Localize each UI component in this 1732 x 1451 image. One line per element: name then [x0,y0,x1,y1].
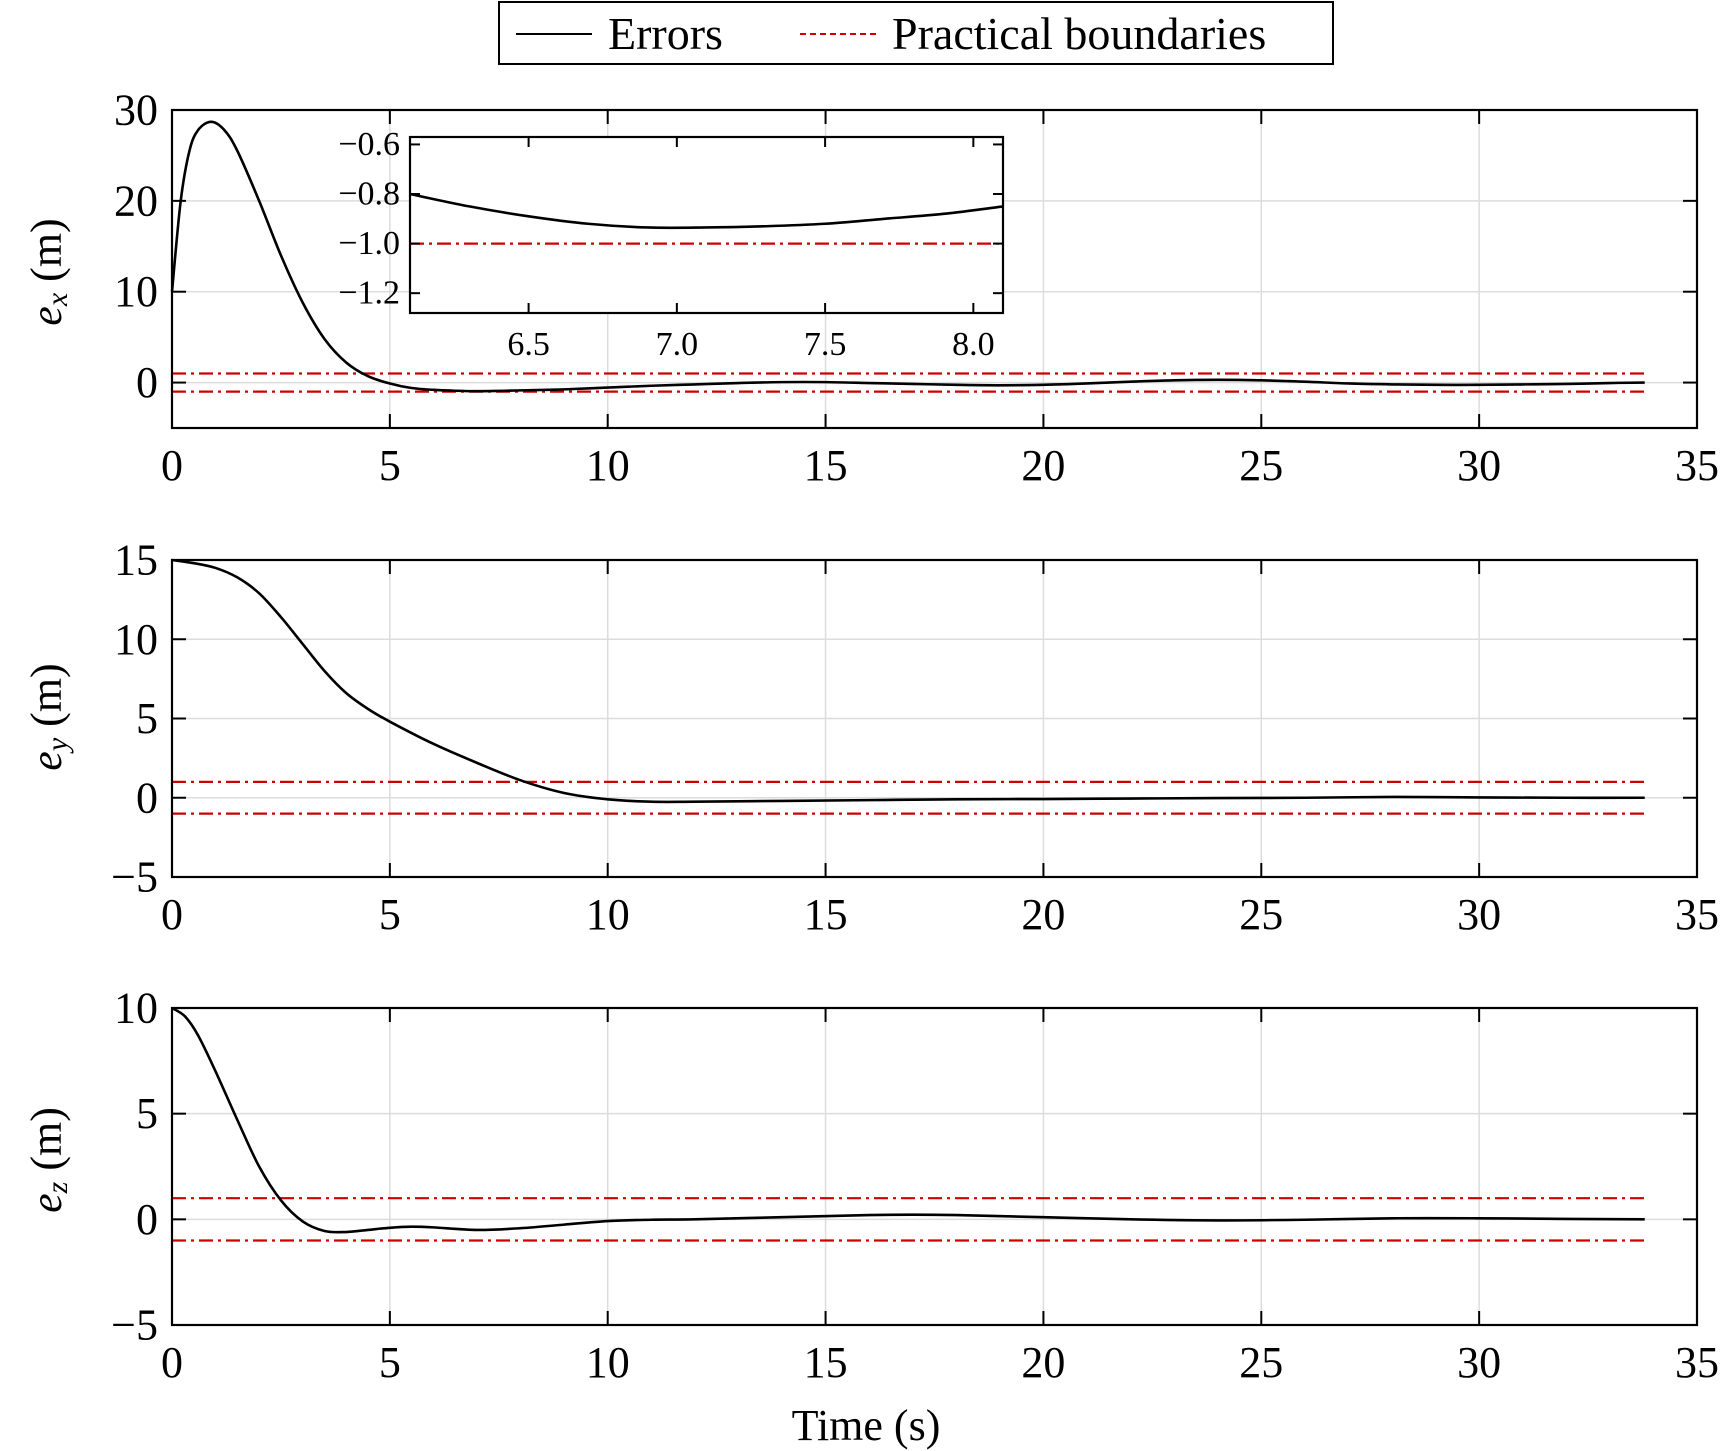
ex-xtick-label: 10 [586,441,630,490]
ex-xtick-label: 25 [1239,441,1283,490]
legend-item-boundaries: Practical boundaries [800,3,1266,65]
ez-xtick-label: 0 [161,1338,183,1387]
boundaries-swatch [800,33,876,35]
grid-layer [172,110,1697,1325]
ex-inset-axes-frame [408,135,1005,315]
ylabel-ez-unit: (m) [22,1107,71,1182]
ex-inset-ytick-label: −0.8 [338,176,400,213]
legend: Errors Practical boundaries [498,1,1334,65]
ez-ytick-label: 5 [136,1089,158,1138]
ylabel-ex-symbol: e [22,306,71,326]
ex-inset-ytick-label: −0.6 [338,126,400,163]
ez-xtick-label: 10 [586,1338,630,1387]
ez-xtick-label: 25 [1239,1338,1283,1387]
ylabel-ey-sub: y [41,737,74,752]
ex-ytick-label: 10 [114,267,158,316]
axes-layer: 6.5 7.0 7.5 8.0 −1.2 −1.0 −0.8 −0.6 [170,108,1699,1327]
ex-ytick-label: 20 [114,176,158,225]
ez-axes-frame [170,1006,1699,1327]
errors-swatch [516,33,592,35]
ylabel-ey-symbol: e [22,751,71,771]
ey-error-line [171,558,1645,804]
ez-ytick-label: 10 [114,984,158,1033]
ex-xtick-label: 20 [1021,441,1065,490]
ex-ytick-label: 30 [114,86,158,135]
ez-xtick-label: 20 [1021,1338,1065,1387]
ex-inset-xtick-label: 6.5 [507,326,550,363]
ey-xtick-label: 15 [804,890,848,939]
data-layer [170,120,1645,1242]
ex-error-line [170,120,1645,393]
ex-ytick-label: 0 [136,358,158,407]
ex-inset-xtick-label: 7.5 [804,326,847,363]
ex-inset-xtick-label: 7.0 [656,326,699,363]
x-axis-label: Time (s) [791,1401,941,1450]
ex-xtick-label: 30 [1457,441,1501,490]
ey-xtick-label: 30 [1457,890,1501,939]
ez-xtick-label: 5 [379,1338,401,1387]
ey-ytick-label: 0 [136,773,158,822]
ex-inset-error-line [409,192,1004,230]
ylabel-ey-unit: (m) [22,663,71,738]
ey-ytick-label: −5 [111,853,158,902]
ey-xtick-label: 25 [1239,890,1283,939]
legend-errors-label: Errors [608,8,723,59]
ez-xtick-label: 15 [804,1338,848,1387]
ex-inset-xtick-label: 8.0 [952,326,995,363]
legend-boundaries-label: Practical boundaries [892,8,1267,59]
ylabel-ex-unit: (m) [22,218,71,293]
ylabel-ex-sub: x [41,292,74,307]
ey-xtick-label: 20 [1021,890,1065,939]
ez-xtick-label: 35 [1675,1338,1719,1387]
ex-inset-ytick-label: −1.2 [338,275,400,312]
ez-ytick-label: 0 [136,1195,158,1244]
ex-xtick-label: 5 [379,441,401,490]
ylabel-ez-sub: z [41,1181,74,1194]
ey-xtick-label: 10 [586,890,630,939]
legend-item-errors: Errors [516,3,723,65]
ex-inset-ytick-label: −1.0 [338,225,400,262]
ez-ytick-label: −5 [111,1301,158,1350]
ey-xtick-label: 35 [1675,890,1719,939]
ey-ytick-label: 15 [114,536,158,585]
ex-axes-frame [170,108,1699,430]
ex-xtick-label: 0 [161,441,183,490]
ex-xtick-label: 15 [804,441,848,490]
ylabel-ez-symbol: e [22,1193,71,1213]
ey-xtick-label: 0 [161,890,183,939]
ez-xtick-label: 30 [1457,1338,1501,1387]
ey-xtick-label: 5 [379,890,401,939]
ex-xtick-label: 35 [1675,441,1719,490]
inset-background [410,137,1003,313]
ey-ytick-label: 5 [136,694,158,743]
ez-error-line [171,1006,1645,1234]
ey-ytick-label: 10 [114,615,158,664]
